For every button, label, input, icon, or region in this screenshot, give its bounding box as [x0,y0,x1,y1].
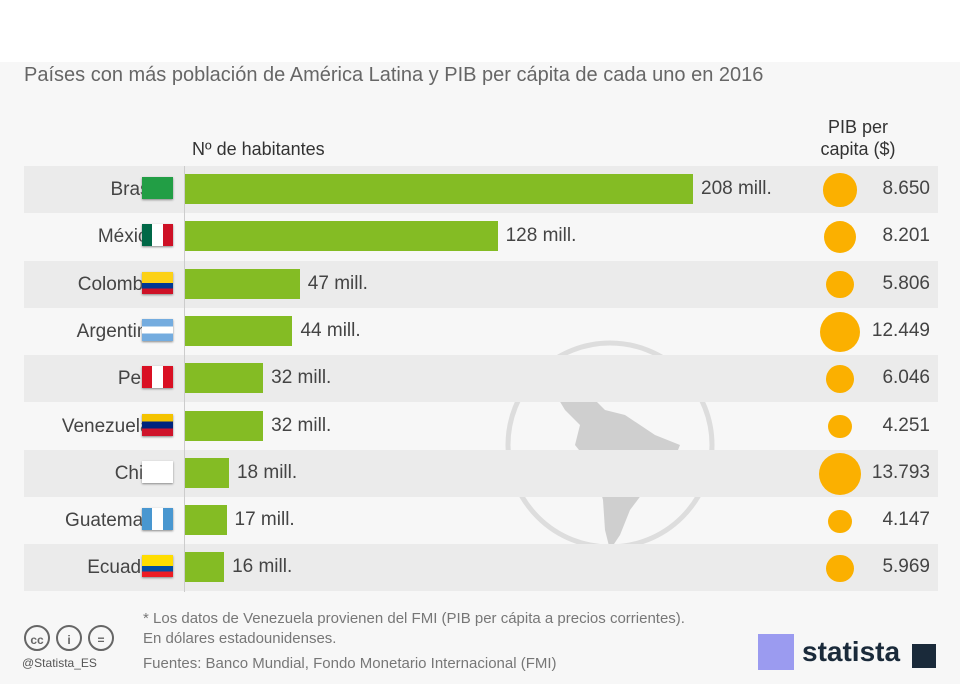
twitter-handle: @Statista_ES [22,656,97,670]
flag-icon [142,366,173,389]
flag-icon [142,177,173,199]
flag-icon [142,555,173,578]
axis-line [184,166,185,592]
statista-brand: statista [802,636,901,667]
country-label: Colombia [77,273,158,295]
table-row: Ecuador 16 mill. 5.969 [24,544,938,592]
pib-label: 5.806 [882,272,930,294]
sources: Fuentes: Banco Mundial, Fondo Monetario … [143,655,557,672]
flag-icon [142,271,173,294]
population-label: 208 mill. [701,178,772,199]
population-bar [185,174,693,204]
table-row: Colombia 47 mill. 5.806 [24,260,938,308]
population-bar [185,552,225,583]
population-label: 17 mill. [234,509,295,531]
table-row: Brasil 208 mill. 8.650 [24,166,938,213]
population-label: 32 mill. [271,367,332,389]
flag-icon [142,318,173,341]
country-label: Argentina [76,320,158,342]
pib-label: 13.793 [871,461,930,483]
population-bar [185,221,498,252]
table-row: Perú 32 mill. 6.046 [24,355,938,403]
pib-bubble [823,173,857,207]
cc-icon: cc [24,625,50,651]
country-label: Guatemala [65,510,158,532]
chart-title: Países con más población de América Lati… [24,64,764,86]
population-label: 47 mill. [307,272,368,294]
flag-icon [142,508,173,531]
table-row: Chile 18 mill. 13.793 [24,449,938,497]
population-bar [185,410,264,441]
pib-bubble [828,414,852,439]
footnote: * Los datos de Venezuela provienen del F… [143,610,685,627]
population-label: 128 mill. [505,225,577,247]
population-label: 18 mill. [236,461,298,483]
pib-label: 12.449 [871,319,930,341]
country-label: Venezuela* [61,415,158,437]
statista-logo-icon [758,634,794,670]
pib-bubble [819,452,861,495]
currency-note: En dólares estadounidenses. [143,630,337,647]
population-bar [185,315,293,346]
pib-label: 6.046 [882,367,930,389]
pib-label: 4.251 [882,414,930,436]
pib-header: PIB per capita ($) [820,117,896,159]
table-row: Argentina 44 mill. 12.449 [24,308,938,355]
pib-label: 4.147 [882,509,930,531]
pib-label: 8.650 [882,178,930,199]
population-label: 32 mill. [271,414,332,436]
pib-bubble [828,509,852,533]
pib-bubble [820,311,860,352]
population-bar [185,505,227,536]
no-derivatives-icon: = [88,625,114,651]
pib-label: 8.201 [882,225,930,247]
pib-bubble [826,270,854,299]
flag-icon [142,460,173,483]
population-bar [185,457,229,488]
pib-bubble [823,221,857,254]
table-row: Guatemala 17 mill. 4.147 [24,497,938,544]
population-label: 16 mill. [232,556,293,578]
table-row: México 128 mill. 8.201 [24,213,938,260]
pib-bubble [826,554,854,583]
statista-mark-icon [912,644,936,668]
habitantes-header: Nº de habitantes [192,139,325,159]
pib-label: 5.969 [882,556,930,578]
attribution-icon: i [56,625,82,651]
flag-icon [142,224,173,247]
table-row: Venezuela* 32 mill. 4.251 [24,403,938,450]
country-label: Ecuador [87,557,158,579]
population-bar [185,268,300,299]
flag-icon [142,413,173,436]
pib-bubble [826,365,854,394]
population-bar [185,363,264,394]
population-label: 44 mill. [300,319,361,341]
